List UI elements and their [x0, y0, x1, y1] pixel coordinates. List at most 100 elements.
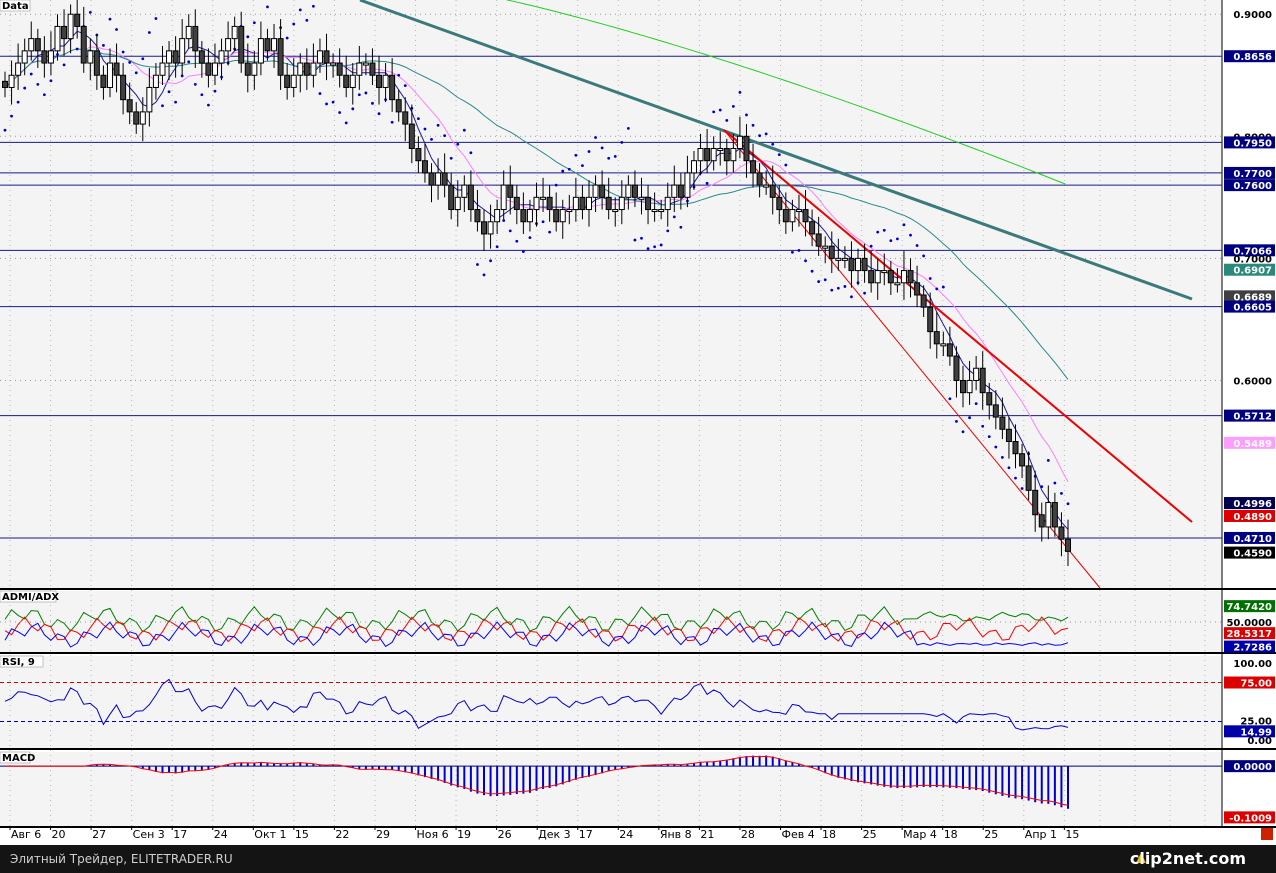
- sar-dot: [521, 250, 525, 254]
- sar-dot: [62, 63, 66, 67]
- sar-dot: [823, 278, 827, 282]
- adx-label-minusdi: 28.5317: [1226, 629, 1272, 640]
- candle-body: [894, 282, 901, 286]
- sar-dot: [174, 100, 178, 104]
- macd-panel-bg: [0, 752, 1222, 826]
- rsi-panel-bg: [0, 656, 1222, 748]
- candle-body: [264, 38, 271, 52]
- sar-dot: [574, 153, 578, 157]
- footer-caption: Элитный Трейдер, ELITETRADER.RU: [10, 852, 233, 866]
- candle-body: [809, 221, 816, 235]
- sar-dot: [1000, 455, 1004, 459]
- sar-dot: [364, 91, 368, 95]
- candle-body: [277, 38, 284, 76]
- x-tick-label: 20: [52, 828, 66, 841]
- sar-dot: [1066, 502, 1070, 506]
- price-label: 0.5489: [1233, 439, 1272, 450]
- price-label: 0.7950: [1233, 138, 1272, 149]
- sar-dot: [738, 90, 742, 94]
- rsi-line: [4, 678, 1069, 731]
- sar-dot: [941, 285, 945, 289]
- candle-body: [356, 62, 363, 76]
- x-tick-label: 18: [944, 828, 958, 841]
- sar-dot: [620, 140, 624, 144]
- candle-body: [900, 270, 907, 284]
- sar-dot: [318, 92, 322, 95]
- sar-dot: [390, 120, 394, 124]
- sar-dot: [705, 181, 709, 185]
- candle-body: [546, 196, 553, 211]
- sar-dot: [797, 249, 801, 252]
- candle-body: [651, 209, 658, 213]
- candle-body: [382, 74, 389, 88]
- candle-body: [599, 184, 606, 198]
- sar-dot: [266, 5, 269, 9]
- sar-dot: [357, 93, 361, 97]
- sar-dot: [935, 287, 939, 291]
- candle-body: [677, 184, 684, 198]
- scroll-end-icon[interactable]: [1261, 828, 1273, 840]
- candle-body: [448, 184, 455, 211]
- ma-long-line: [505, 0, 1066, 185]
- candle-body: [454, 196, 461, 211]
- adx-label-plusdi-bg: [1224, 600, 1275, 613]
- sar-dot: [804, 259, 807, 263]
- panel-title: Data: [2, 1, 29, 12]
- sar-dot: [751, 123, 755, 127]
- x-tick-label: Ноя 6: [417, 828, 449, 841]
- candle-body: [645, 196, 652, 211]
- price-label-bg: [1224, 531, 1275, 544]
- candle-body: [704, 148, 711, 162]
- sar-dot: [141, 57, 145, 61]
- candle-body: [736, 135, 743, 150]
- macd-signal-line: [5, 755, 1069, 806]
- sar-dot: [607, 156, 611, 160]
- candle-body: [717, 148, 724, 151]
- x-tick-label: 17: [173, 828, 187, 841]
- candle-body: [21, 50, 28, 64]
- candle-body: [795, 209, 802, 213]
- x-tick-label: Авг 6: [11, 828, 41, 841]
- candle-body: [1051, 502, 1058, 528]
- sar-dot: [712, 110, 716, 114]
- sar-dot: [298, 8, 302, 12]
- sar-dot: [1060, 491, 1063, 495]
- candle-body: [763, 184, 770, 188]
- candle-body: [1005, 428, 1012, 442]
- sar-dot: [456, 142, 460, 146]
- candle-body: [940, 343, 947, 347]
- candle-body: [67, 13, 74, 40]
- rsi-label-value: 14.99: [1240, 727, 1272, 738]
- footer-bar: Элитный Трейдер, ELITETRADER.RU clip2net…: [0, 845, 1276, 873]
- sar-dot: [863, 291, 866, 295]
- sar-dot: [443, 134, 447, 138]
- candle-body: [1025, 465, 1032, 491]
- sar-dot: [285, 36, 289, 40]
- sar-dot: [416, 117, 420, 120]
- candle-body: [303, 62, 310, 76]
- price-label: 0.7066: [1233, 246, 1272, 257]
- candle-body: [1019, 453, 1026, 467]
- x-tick-label: 17: [579, 828, 593, 841]
- x-tick-label: 21: [700, 828, 714, 841]
- sar-dot: [252, 21, 256, 25]
- price-label: 0.8656: [1233, 52, 1272, 63]
- candle-body: [487, 221, 494, 235]
- candle-body: [992, 404, 999, 418]
- candle-body: [979, 367, 986, 394]
- candle-body: [28, 38, 35, 52]
- sar-dot: [482, 273, 486, 277]
- rsi-label-0: 0.00: [1247, 736, 1272, 747]
- candle-body: [855, 257, 862, 272]
- sar-dot: [88, 10, 92, 14]
- price-label-bg: [1224, 290, 1275, 303]
- panel-title: RSI, 9: [2, 657, 35, 668]
- candle-body: [960, 379, 967, 394]
- sar-dot: [469, 151, 473, 155]
- x-tick-label: 25: [984, 828, 998, 841]
- candle-body: [579, 196, 586, 211]
- candle-body: [612, 209, 619, 213]
- sar-dot: [430, 137, 433, 141]
- price-label: 0.6907: [1233, 266, 1272, 277]
